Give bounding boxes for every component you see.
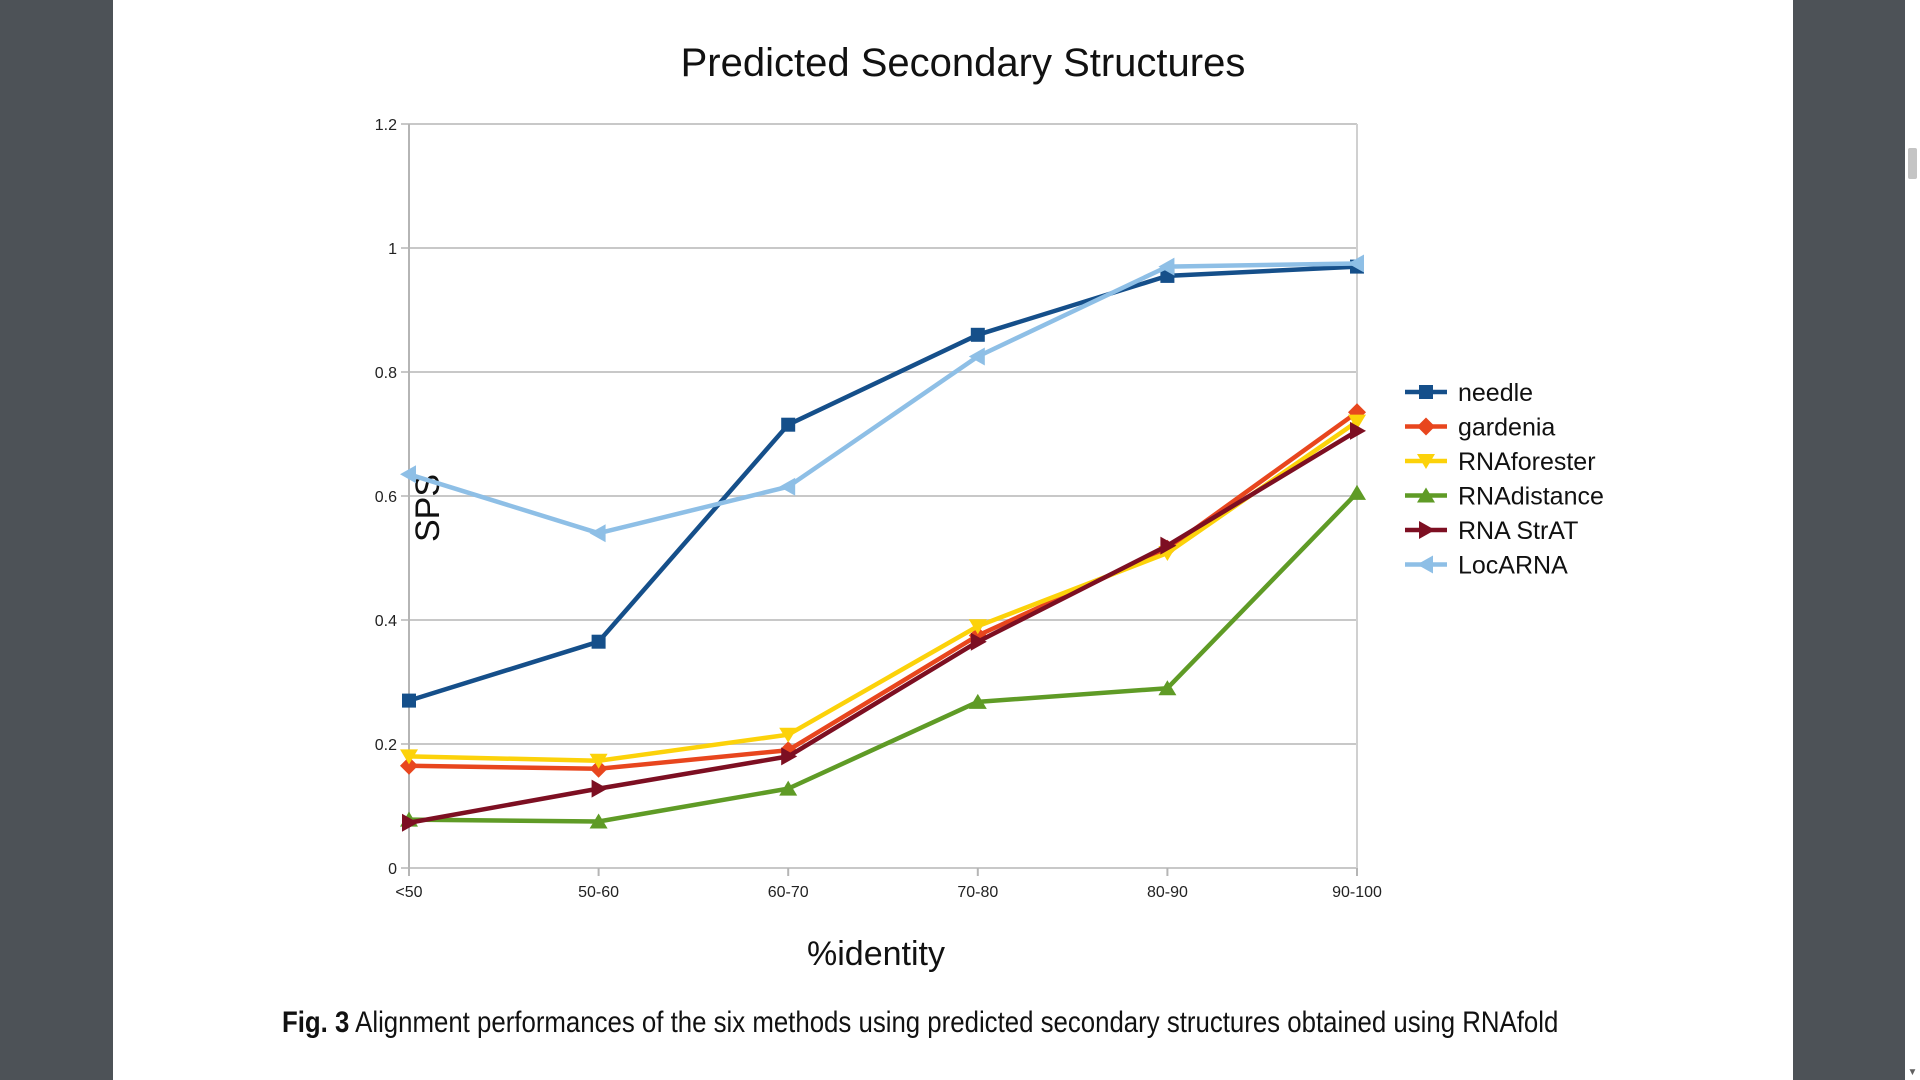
data-point-locarna xyxy=(1348,254,1364,273)
data-point-gardenia xyxy=(589,759,608,778)
x-tick-label: 50-60 xyxy=(578,884,619,901)
series-line-rna-strat xyxy=(408,428,1359,825)
y-tick-label: 1 xyxy=(388,241,397,258)
legend-marker xyxy=(1419,385,1433,399)
data-point-gardenia xyxy=(400,756,418,775)
figure-caption: Fig. 3 Alignment performances of the six… xyxy=(282,1003,1624,1042)
y-tick-label: 0.8 xyxy=(375,365,397,382)
legend: needle gardenia RNAforester RNAdistance RNA … xyxy=(1405,379,1604,580)
series-needle xyxy=(402,259,1364,708)
data-point-rnadistance xyxy=(1158,680,1177,696)
legend-marker xyxy=(1417,555,1433,574)
data-point-rna-strat xyxy=(1350,421,1366,440)
data-point-rna-strat xyxy=(591,779,608,798)
series-line-rnaforester xyxy=(408,419,1359,763)
legend-marker xyxy=(1417,487,1435,503)
data-point-rna-strat xyxy=(970,632,987,651)
legend-marker xyxy=(1417,417,1435,436)
data-point-needle xyxy=(781,417,796,432)
data-point-rna-strat xyxy=(402,813,418,832)
x-tick-label: 70-80 xyxy=(957,884,998,901)
legend-item-locarna: LocARNA xyxy=(1405,552,1568,580)
series-line-locarna xyxy=(408,261,1358,536)
data-point-rnadistance xyxy=(968,693,987,709)
data-point-rnaforester xyxy=(400,749,418,765)
data-point-rnaforester xyxy=(779,727,798,743)
line-chart: Predicted Secondary Structures SPS %iden… xyxy=(375,41,1604,973)
series-rnaforester xyxy=(400,414,1366,769)
data-point-rnadistance xyxy=(1348,484,1366,500)
vertical-scrollbar[interactable]: ▼ xyxy=(1905,0,1920,1080)
data-point-needle xyxy=(970,327,985,342)
chart-title: Predicted Secondary Structures xyxy=(681,41,1246,85)
series-line-gardenia xyxy=(408,410,1359,772)
legend-label: gardenia xyxy=(1458,414,1555,442)
legend-marker xyxy=(1419,521,1435,539)
data-point-locarna xyxy=(968,347,985,366)
legend-item-rnaforester: RNAforester xyxy=(1405,448,1596,476)
legend-marker xyxy=(1417,454,1435,469)
series-rna-strat xyxy=(402,421,1366,832)
figure-caption-text: Alignment performances of the six method… xyxy=(355,1006,1559,1039)
series-locarna xyxy=(400,254,1364,543)
legend-label: RNA StrAT xyxy=(1458,517,1578,545)
data-point-rnaforester xyxy=(968,619,987,635)
y-tick-label: 0 xyxy=(388,861,397,878)
data-point-rnadistance xyxy=(779,780,798,796)
data-point-rnaforester xyxy=(589,753,608,769)
data-point-rna-strat xyxy=(1160,536,1177,555)
scroll-down-arrow-icon[interactable]: ▼ xyxy=(1907,1067,1918,1078)
x-tick-labels: <50 50-60 60-70 70-80 80-90 90-100 xyxy=(395,884,1382,901)
data-point-locarna xyxy=(779,477,796,496)
y-tick-label: 0.6 xyxy=(375,489,397,506)
data-point-rnadistance xyxy=(589,813,608,829)
y-tick-label: 1.2 xyxy=(375,117,397,134)
legend-item-needle: needle xyxy=(1405,379,1533,407)
x-axis-label: %identity xyxy=(807,935,945,973)
legend-label: LocARNA xyxy=(1458,552,1568,580)
legend-item-gardenia: gardenia xyxy=(1405,414,1555,442)
scrollbar-thumb[interactable] xyxy=(1908,148,1917,179)
y-tick-labels: 0 0.2 0.4 0.6 0.8 1 1.2 xyxy=(375,117,397,878)
data-point-locarna xyxy=(1158,257,1175,276)
x-tick-label: 80-90 xyxy=(1147,884,1188,901)
y-tick-label: 0.2 xyxy=(375,737,397,754)
legend-label: RNAdistance xyxy=(1458,483,1604,511)
figure-label: Fig. 3 xyxy=(282,1006,350,1039)
data-point-needle xyxy=(402,693,416,708)
legend-label: RNAforester xyxy=(1458,448,1596,476)
series-line-needle xyxy=(408,264,1358,703)
series-layer xyxy=(400,254,1366,832)
data-point-rna-strat xyxy=(781,747,798,766)
grid-layer xyxy=(401,123,1358,876)
legend-item-rna-strat: RNA StrAT xyxy=(1405,517,1578,545)
data-point-rnaforester xyxy=(1348,414,1366,430)
data-point-locarna xyxy=(589,524,606,543)
document-page: Predicted Secondary Structures SPS %iden… xyxy=(113,0,1793,1080)
data-point-needle xyxy=(591,634,606,649)
legend-item-rnadistance: RNAdistance xyxy=(1405,483,1604,511)
x-tick-label: 60-70 xyxy=(768,884,809,901)
y-tick-label: 0.4 xyxy=(375,613,397,630)
data-point-locarna xyxy=(400,465,416,484)
x-tick-label: 90-100 xyxy=(1332,884,1382,901)
legend-label: needle xyxy=(1458,379,1533,407)
x-tick-label: <50 xyxy=(395,884,422,901)
series-line-rnadistance xyxy=(408,491,1359,824)
series-gardenia xyxy=(400,403,1366,778)
